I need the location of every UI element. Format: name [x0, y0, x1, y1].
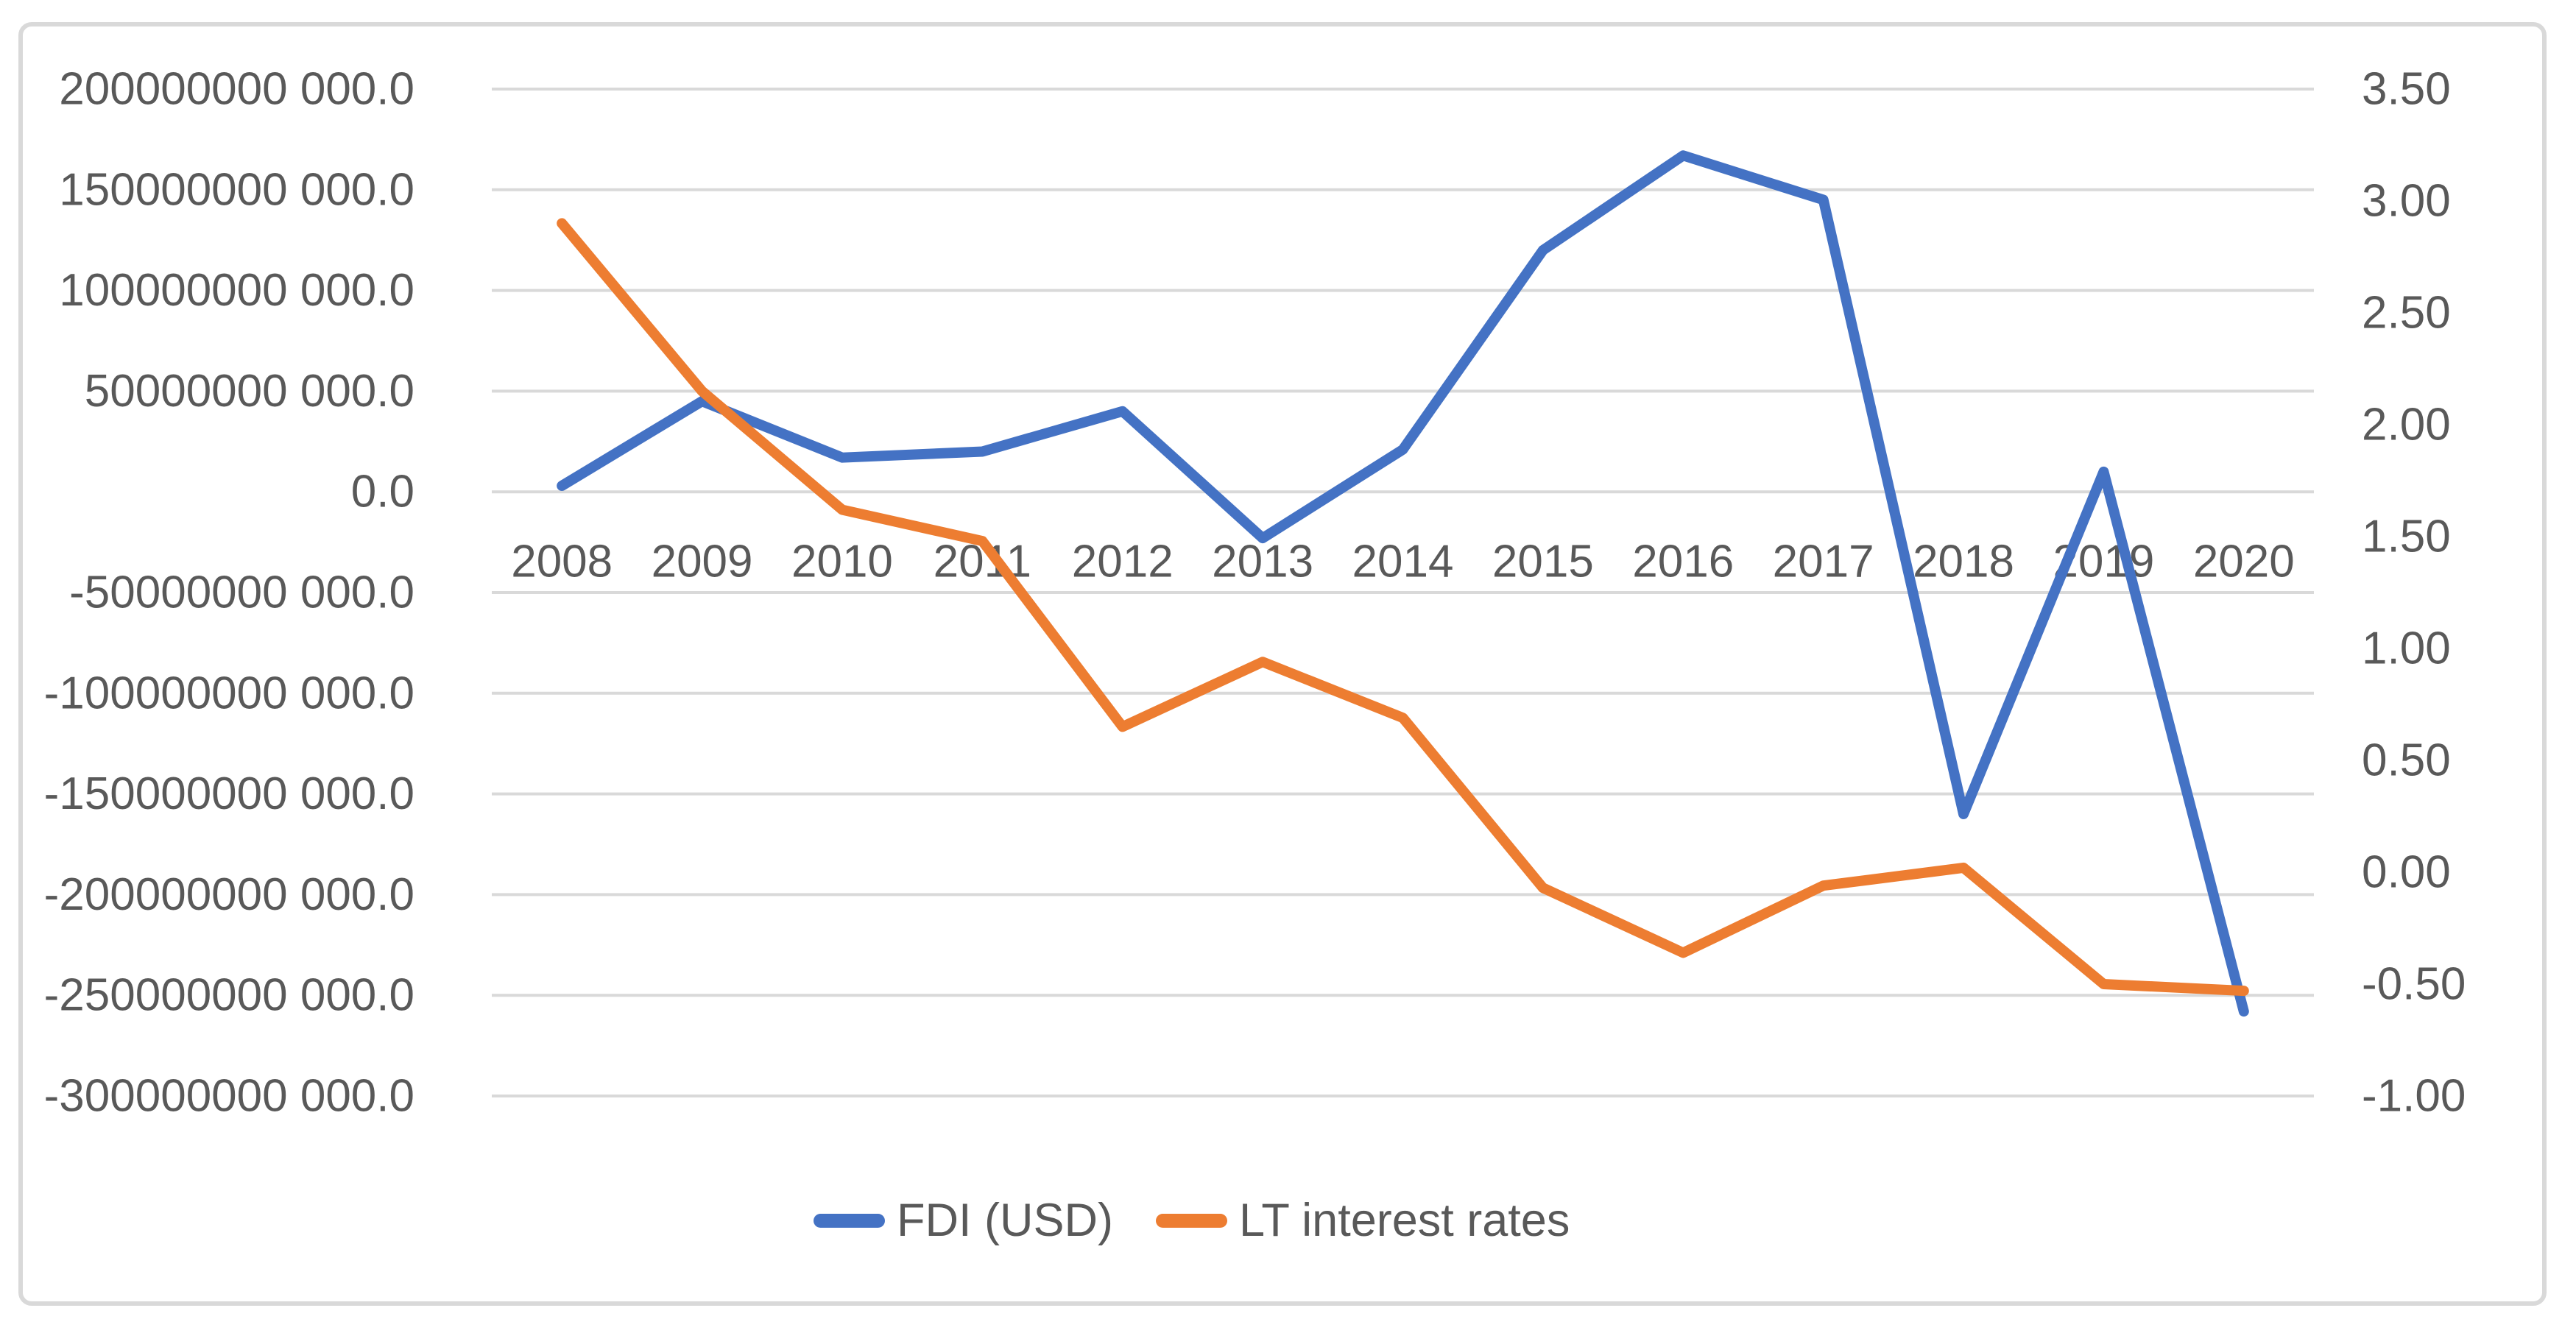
- right-axis-tick-label: 0.50: [2362, 735, 2451, 786]
- right-axis-tick-label: 2.50: [2362, 288, 2451, 339]
- legend-item-fdi: FDI (USD): [814, 1194, 1113, 1247]
- left-axis-tick-label: -300000000 000.0: [44, 1071, 414, 1122]
- x-axis-tick-label: 2015: [1492, 537, 1594, 587]
- left-axis-tick-label: -200000000 000.0: [44, 869, 414, 920]
- legend-item-lt-rates: LT interest rates: [1155, 1194, 1570, 1247]
- left-axis-tick-label: -50000000 000.0: [69, 568, 414, 618]
- right-axis-tick-label: 1.00: [2362, 623, 2451, 674]
- x-axis-tick-label: 2009: [652, 537, 753, 587]
- left-axis-tick-label: 150000000 000.0: [59, 164, 414, 215]
- right-axis-tick-label: 3.00: [2362, 176, 2451, 227]
- left-axis-tick-label: 200000000 000.0: [59, 64, 414, 115]
- legend-swatch-fdi: [814, 1213, 885, 1228]
- left-axis-tick-label: -250000000 000.0: [44, 970, 414, 1021]
- right-axis-tick-label: -1.00: [2362, 1071, 2466, 1122]
- legend-label-lt-rates: LT interest rates: [1238, 1195, 1570, 1246]
- left-axis-tick-label: 50000000 000.0: [85, 366, 414, 417]
- right-axis-tick-label: 3.50: [2362, 64, 2451, 115]
- legend-label-fdi: FDI (USD): [897, 1195, 1113, 1246]
- x-axis-tick-label: 2013: [1212, 537, 1313, 587]
- chart-legend: FDI (USD) LT interest rates: [814, 1194, 1570, 1247]
- legend-swatch-lt-rates: [1155, 1213, 1227, 1228]
- x-axis-tick-label: 2008: [511, 537, 613, 587]
- left-axis-tick-label: -100000000 000.0: [44, 668, 414, 718]
- x-axis-tick-label: 2010: [791, 537, 893, 587]
- right-axis-tick-label: 0.00: [2362, 847, 2451, 898]
- right-axis-tick-label: 2.00: [2362, 400, 2451, 450]
- left-axis-tick-label: 100000000 000.0: [59, 265, 414, 316]
- x-axis-tick-label: 2018: [1913, 537, 2014, 587]
- series-line-lt-interest-rates: [557, 218, 2249, 997]
- left-axis-tick-label: -150000000 000.0: [44, 768, 414, 819]
- x-axis-tick-label: 2014: [1352, 537, 1454, 587]
- right-axis-tick-label: 1.50: [2362, 512, 2451, 562]
- series-line-fdi-usd: [557, 150, 2249, 1017]
- x-axis-tick-label: 2020: [2193, 537, 2295, 587]
- x-axis-tick-label: 2017: [1773, 537, 1874, 587]
- right-axis-tick-label: -0.50: [2362, 959, 2466, 1010]
- chart-frame: [18, 22, 2547, 1306]
- left-axis-tick-label: 0.0: [351, 467, 414, 517]
- x-axis-tick-label: 2012: [1072, 537, 1174, 587]
- x-axis-tick-label: 2016: [1632, 537, 1734, 587]
